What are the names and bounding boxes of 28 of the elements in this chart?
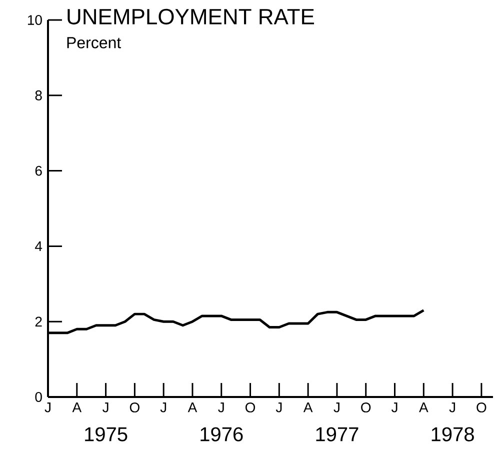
x-tick-label: J <box>160 402 166 412</box>
x-tick-label: J <box>276 402 282 412</box>
text: 1978 <box>432 427 474 442</box>
x-tick-label: J <box>218 402 224 412</box>
chart-title: UNEMPLOYMENT RATE <box>68 8 314 24</box>
text: 1976 <box>200 427 243 442</box>
y-tick-label: 2 <box>35 316 42 326</box>
text: 1977 <box>316 427 358 442</box>
x-tick-label: J <box>334 402 340 412</box>
x-tick-label: A <box>188 402 198 412</box>
x-tick-label: J <box>449 402 456 412</box>
x-tick-label: O <box>130 402 140 412</box>
text: Percent <box>67 37 122 48</box>
x-tick-label: J <box>44 402 50 412</box>
y-tick-label: 8 <box>35 90 42 100</box>
x-tick-label: O <box>361 402 371 412</box>
x-tick-label: O <box>476 402 486 412</box>
x-tick-label: J <box>102 402 108 412</box>
y-tick-label: 0 <box>35 392 42 402</box>
x-tick-label: A <box>72 402 82 412</box>
x-tick-label: A <box>303 402 313 412</box>
x-tick-label: O <box>245 402 256 412</box>
x-tick-label: A <box>419 402 428 412</box>
x-tick-label: J <box>391 402 398 412</box>
y-tick-label: 6 <box>35 166 42 176</box>
text: 1975 <box>85 427 128 442</box>
y-tick-label: 10 <box>28 15 42 25</box>
y-tick-label: 4 <box>35 241 42 252</box>
